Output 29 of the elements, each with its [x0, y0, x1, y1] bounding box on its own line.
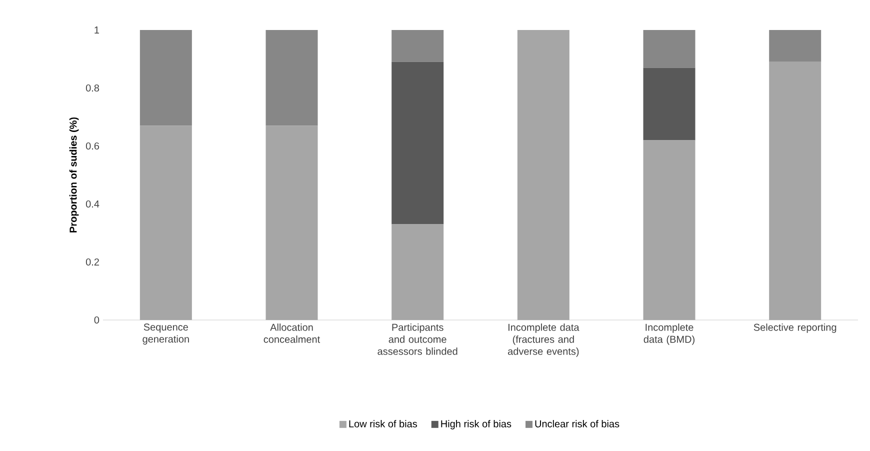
bar [392, 62, 444, 224]
x-tick-label: Participants and outcome assessors blinded [378, 324, 458, 355]
y-axis-title: Proportion of sudies (%) [69, 117, 79, 232]
bar [643, 68, 696, 140]
y-tick-label: 0.4 [86, 200, 100, 208]
bar [392, 30, 444, 62]
bar [769, 30, 822, 62]
bar [140, 30, 192, 126]
bar [769, 62, 822, 320]
bar [140, 126, 192, 320]
bar [643, 30, 696, 68]
x-tick-label: Incomplete data (fractures and adverse events) [508, 324, 580, 357]
bar [517, 30, 570, 320]
x-tick-label: Sequence generation [142, 324, 189, 345]
x-tick-label: Incomplete data (BMD) [644, 324, 694, 345]
bar [392, 224, 444, 320]
bar [266, 126, 318, 320]
legend-label: High risk of bias [441, 420, 512, 430]
x-tick-label: Selective reporting [754, 324, 836, 333]
bar [266, 30, 318, 126]
x-tick-label: Allocation concealment [264, 324, 320, 343]
y-tick-label: 0.8 [86, 84, 100, 92]
y-tick-label: 0.2 [86, 258, 99, 266]
legend-label: Unclear risk of bias [535, 420, 620, 428]
y-tick-label: 0.6 [86, 142, 100, 150]
bar [643, 140, 696, 320]
legend-label: Low risk of bias [349, 420, 418, 428]
y-tick-label: 0 [94, 316, 100, 324]
y-tick-label: 1 [94, 26, 99, 34]
